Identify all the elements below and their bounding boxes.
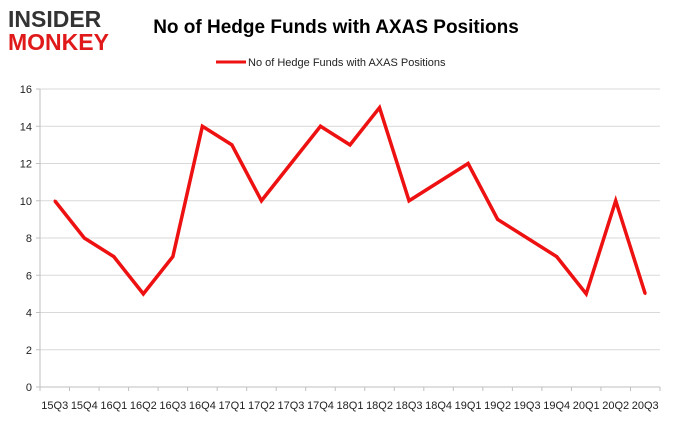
x-tick-label: 18Q1 — [337, 400, 364, 412]
x-tick-label: 17Q2 — [248, 400, 275, 412]
axes — [36, 88, 661, 391]
x-tick-label: 20Q1 — [573, 400, 600, 412]
x-tick-labels: 15Q3 15Q4 16Q1 16Q2 16Q3 16Q4 17Q1 17Q2 17Q3 17Q4… — [41, 400, 658, 412]
data-point — [201, 125, 204, 128]
data-point — [584, 292, 588, 296]
data-point — [644, 292, 647, 296]
data-point — [112, 255, 116, 258]
data-point — [171, 255, 175, 258]
y-tick-label: 12 — [20, 159, 32, 171]
y-tick-label: 14 — [20, 121, 32, 133]
grid — [40, 88, 660, 351]
x-tick-label: 17Q3 — [277, 400, 304, 412]
data-point — [378, 106, 381, 109]
x-tick-label: 15Q4 — [71, 400, 98, 412]
series — [53, 103, 647, 298]
data-point — [466, 162, 470, 165]
y-tick-label: 2 — [26, 345, 32, 357]
x-tick-label: 19Q4 — [543, 400, 570, 412]
x-tick-label: 15Q3 — [41, 400, 68, 412]
logo-line-2: MONKEY — [8, 29, 109, 55]
x-tick-label: 18Q3 — [396, 400, 423, 412]
y-tick-label: 4 — [26, 308, 32, 320]
data-point — [437, 180, 440, 184]
y-tick-label: 8 — [26, 233, 32, 245]
x-tick-label: 16Q3 — [159, 400, 186, 412]
y-tick-label: 6 — [26, 270, 32, 282]
data-point — [53, 199, 56, 202]
y-tick-label: 10 — [20, 196, 32, 208]
data-point — [555, 255, 558, 258]
data-point — [496, 218, 499, 221]
data-point — [230, 143, 234, 147]
legend-label: No of Hedge Funds with AXAS Positions — [248, 57, 446, 69]
y-tick-label: 0 — [26, 382, 32, 394]
data-point — [319, 125, 322, 128]
x-tick-label: 19Q2 — [484, 400, 511, 412]
y-tick-labels: 0 2 4 6 8 10 12 14 16 — [20, 84, 32, 394]
legend: No of Hedge Funds with AXAS Positions — [216, 57, 446, 69]
x-tick-label: 17Q4 — [307, 400, 334, 412]
x-tick-label: 17Q1 — [218, 400, 245, 412]
x-tick-label: 16Q2 — [130, 400, 157, 412]
x-tick-label: 16Q4 — [189, 400, 216, 412]
data-point — [348, 143, 352, 147]
logo-line-1: INSIDER — [8, 6, 102, 32]
insider-monkey-logo: INSIDER MONKEY — [8, 6, 109, 55]
x-tick-label: 18Q4 — [425, 400, 452, 412]
data-point — [289, 162, 293, 165]
x-tick-label: 20Q3 — [632, 400, 659, 412]
data-point — [525, 236, 529, 240]
data-point — [614, 199, 617, 202]
data-point — [407, 199, 411, 202]
data-point — [260, 199, 263, 202]
x-tick-label: 19Q1 — [455, 400, 482, 412]
data-point — [83, 236, 86, 240]
x-tick-label: 18Q2 — [366, 400, 393, 412]
x-tick-label: 16Q1 — [100, 400, 127, 412]
x-tick-label: 20Q2 — [602, 400, 629, 412]
x-tick-label: 19Q3 — [514, 400, 541, 412]
data-point — [142, 292, 145, 296]
chart-title: No of Hedge Funds with AXAS Positions — [153, 17, 519, 38]
y-tick-label: 16 — [20, 84, 32, 96]
